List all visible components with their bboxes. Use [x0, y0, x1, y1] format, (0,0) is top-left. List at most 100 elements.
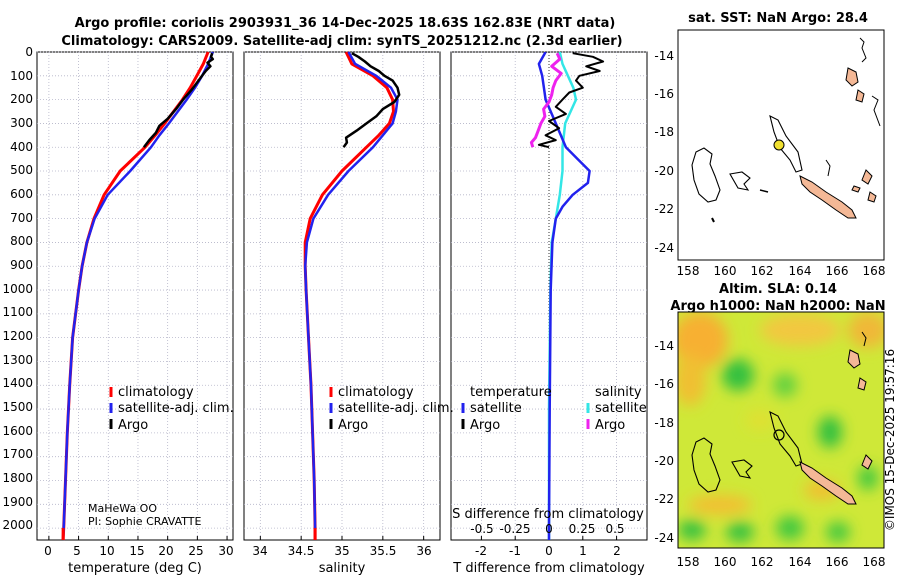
legend-satellite: satellite-adj. clim. — [338, 401, 454, 416]
s-diff-tick-labels: -0.5 -0.25 0 0.25 0.5 — [470, 522, 624, 536]
temp-argo-line — [142, 52, 215, 148]
sla-map-title-2: Argo h1000: NaN h2000: NaN — [670, 299, 885, 314]
temperature-axis-label: temperature (deg C) — [68, 561, 202, 576]
sla-high-w — [678, 354, 706, 406]
coastline-small-reef-1 — [729, 171, 751, 191]
sla-islands — [799, 349, 873, 505]
ytick-1500: 1500 — [2, 400, 33, 414]
temp-satellite-line — [61, 51, 214, 541]
island-vanuatu-1 — [845, 67, 859, 87]
coastline-reef-arc — [825, 159, 831, 177]
sla-xtick-160: 160 — [714, 555, 737, 569]
island-vanuatu-2 — [855, 89, 865, 103]
imos-watermark: ©IMOS 15-Dec-2025 19:57:16 — [883, 349, 897, 531]
sla-ytick-20: -20 — [654, 454, 674, 468]
ytick-800: 800 — [10, 234, 33, 248]
title-line-1: Argo profile: coriolis 2903931_36 14-Dec… — [75, 16, 616, 31]
ytick-100: 100 — [10, 69, 33, 83]
xtick-sal-35-5: 35.5 — [370, 544, 397, 558]
xtick-s-05: 0.5 — [605, 522, 624, 536]
sst-map-islands — [799, 67, 877, 219]
tdiff-satellite-line — [537, 52, 591, 540]
sla-coast-dentrecasteaux — [769, 410, 803, 467]
sla-island-vanuatu-2 — [857, 377, 867, 391]
xtick-s-0: 0 — [545, 522, 553, 536]
sdiff-argo-line — [529, 52, 563, 148]
argo-float-marker-sst — [773, 139, 785, 151]
xtick-temp-30: 30 — [218, 544, 233, 558]
sla-coast-reef-1 — [731, 459, 753, 479]
xtick-temp-20: 20 — [158, 544, 173, 558]
sla-island-vanuatu-1 — [847, 349, 861, 369]
sla-map-ticks: 158 160 162 164 166 168 -14 -16 -18 -20 … — [654, 339, 885, 569]
legend-argo: Argo — [118, 418, 148, 433]
xtick-temp-15: 15 — [129, 544, 144, 558]
sla-ytick-22: -22 — [654, 492, 674, 506]
sst-xtick-164: 164 — [789, 264, 812, 278]
salinity-legend: climatology satellite-adj. clim. Argo — [329, 385, 454, 433]
depth-tick-labels: 0 100 200 300 400 500 600 700 800 900 10… — [2, 45, 33, 532]
credit-pi: PI: Sophie CRAVATTE — [88, 515, 202, 528]
legend-climatology: climatology — [118, 385, 194, 400]
sst-ytick-22: -22 — [654, 202, 674, 216]
sla-map-title-1: Altim. SLA: 0.14 — [719, 282, 837, 297]
island-vanuatu-3 — [861, 169, 873, 185]
ytick-300: 300 — [10, 116, 33, 130]
sst-xtick-160: 160 — [714, 264, 737, 278]
sla-xtick-162: 162 — [751, 555, 774, 569]
xtick-s-m05: -0.5 — [470, 522, 493, 536]
sla-xtick-168: 168 — [863, 555, 886, 569]
ytick-1300: 1300 — [2, 353, 33, 367]
xtick-sal-36: 36 — [416, 544, 431, 558]
xtick-temp-25: 25 — [188, 544, 203, 558]
ytick-1700: 1700 — [2, 447, 33, 461]
sla-high-ne — [848, 312, 884, 348]
sla-low-s2 — [776, 516, 804, 540]
title-line-2: Climatology: CARS2009. Satellite-adj cli… — [61, 34, 622, 49]
coastline-small-reef-2 — [711, 217, 715, 223]
island-loyalty — [851, 185, 861, 193]
xtick-diff-m1: -1 — [509, 544, 521, 558]
sal-satellite-line — [303, 51, 399, 540]
sla-blobs — [678, 312, 884, 542]
xtick-sal-34: 34 — [252, 544, 267, 558]
ytick-0: 0 — [25, 45, 33, 59]
sla-low-1 — [722, 359, 754, 391]
sla-high-nw — [678, 312, 728, 368]
temperature-legend: climatology satellite-adj. clim. Argo — [109, 385, 234, 433]
legend-t-satellite: satellite — [470, 401, 522, 416]
tdiff-argo-line — [537, 52, 605, 149]
legend-header-salinity: salinity — [595, 385, 642, 400]
legend-t-argo: Argo — [470, 418, 500, 433]
legend-climatology: climatology — [338, 385, 414, 400]
xtick-s-025: 0.25 — [569, 522, 596, 536]
ytick-1400: 1400 — [2, 376, 33, 390]
sla-high-n — [760, 314, 840, 346]
sst-xtick-168: 168 — [863, 264, 886, 278]
sla-high-mid — [746, 410, 774, 430]
ytick-1600: 1600 — [2, 424, 33, 438]
coastline-small-reef-3 — [759, 189, 769, 193]
ytick-2000: 2000 — [2, 518, 33, 532]
legend-argo: Argo — [338, 418, 368, 433]
ytick-1000: 1000 — [2, 282, 33, 296]
sla-low-2 — [773, 373, 797, 397]
sst-ytick-24: -24 — [654, 241, 674, 255]
sst-xtick-166: 166 — [826, 264, 849, 278]
ytick-400: 400 — [10, 140, 33, 154]
sla-coastlines — [691, 331, 867, 493]
credit-group: MaHeWa OO — [88, 502, 157, 515]
sst-ytick-20: -20 — [654, 164, 674, 178]
xtick-temp-5: 5 — [73, 544, 81, 558]
ytick-700: 700 — [10, 211, 33, 225]
ytick-900: 900 — [10, 258, 33, 272]
sla-ytick-24: -24 — [654, 531, 674, 545]
sla-xtick-158: 158 — [677, 555, 700, 569]
sst-xtick-162: 162 — [751, 264, 774, 278]
xtick-diff-1: 1 — [579, 544, 587, 558]
coastline-chesterfield — [691, 147, 721, 203]
xtick-s-m025: -0.25 — [499, 522, 530, 536]
ytick-200: 200 — [10, 92, 33, 106]
sla-coast-chesterfield — [691, 437, 721, 493]
